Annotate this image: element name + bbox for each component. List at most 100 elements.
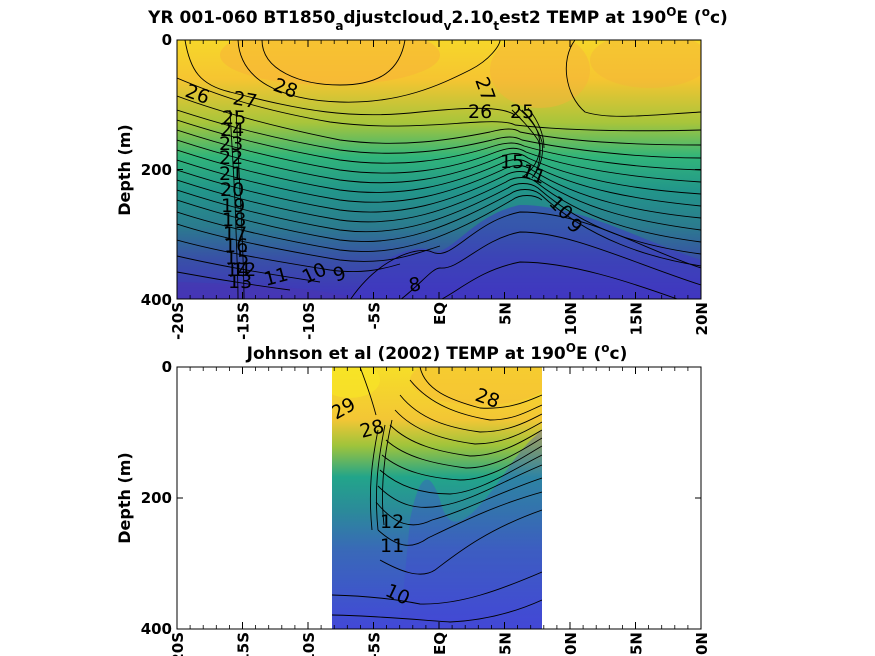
x-tick-label: 5N [497, 302, 515, 325]
bottom-contour [359, 367, 377, 416]
top-contour [177, 239, 401, 273]
top-x-major-ticks [176, 40, 702, 299]
contour-label: 22 [219, 147, 243, 169]
contour-label: 26 [468, 101, 492, 123]
top-contour [177, 149, 701, 207]
bottom-contour [389, 424, 542, 457]
top-cold-dome [350, 205, 701, 299]
x-tick-label: EQ [431, 302, 449, 325]
top-contour [177, 223, 441, 262]
x-tick-label: 5N [497, 632, 515, 655]
top-plot-area: 28 27 26 25 24 23 22 21 20 19 18 17 16 1… [177, 40, 701, 299]
contour-label: 8 [407, 273, 423, 297]
x-tick-label: -5S [366, 632, 384, 656]
top-contour [350, 211, 701, 299]
contour-label: 12 [232, 259, 256, 281]
bottom-contour [332, 599, 542, 623]
x-tick-label: 15N [628, 302, 646, 335]
top-contour [177, 129, 701, 183]
top-contour [229, 109, 239, 299]
top-contour [177, 271, 291, 291]
x-tick-label: 15N [628, 632, 646, 656]
bottom-contour [379, 454, 542, 495]
top-contour [177, 159, 701, 219]
bottom-contour [381, 419, 393, 526]
top-cold-bottom [177, 282, 357, 299]
top-contour [177, 109, 701, 159]
x-tick-label: 20N [693, 302, 711, 335]
top-contour-lines [177, 40, 701, 299]
bottom-contour [377, 464, 542, 508]
contour-label: 15 [500, 151, 524, 173]
bottom-x-major-ticks [176, 367, 702, 629]
x-tick-label: -15S [235, 302, 253, 340]
contour-label: 18 [222, 209, 246, 231]
bottom-contour [375, 424, 386, 531]
y-tick-label: 0 [162, 31, 172, 49]
contour-label: 13 [228, 271, 252, 293]
y-tick-label: 400 [141, 620, 172, 638]
top-contour [521, 109, 541, 177]
contour-label: 19 [221, 195, 245, 217]
top-contour [184, 40, 516, 116]
x-tick-label: 20N [693, 632, 711, 656]
y-tick-label: 200 [141, 489, 172, 507]
top-x-tick-labels: -20S -15S -10S -5S EQ 5N 10N 15N 20N [169, 302, 711, 340]
bottom-contour [375, 477, 542, 526]
contour-label: 20 [220, 179, 244, 201]
top-contour [235, 109, 245, 299]
top-contour [440, 261, 679, 299]
bottom-contour [377, 491, 542, 546]
contour-label: 11 [380, 535, 404, 557]
bottom-chart-title: Johnson et al (2002) TEMP at 190OE (oc) [246, 341, 628, 364]
contour-label: 25 [510, 101, 534, 123]
bottom-contour [332, 571, 542, 605]
top-contour [177, 189, 701, 267]
top-warm-core-north [490, 40, 590, 108]
bottom-y-ticks [177, 366, 701, 630]
top-contour [527, 107, 545, 149]
contour-label: 23 [219, 133, 243, 155]
top-contour [177, 119, 701, 171]
bottom-minor-ticks-path [189, 367, 689, 629]
bottom-contour [394, 409, 542, 445]
top-contour [177, 255, 321, 283]
bottom-contour [419, 367, 542, 409]
bottom-contour [379, 509, 542, 575]
top-contour [177, 169, 701, 231]
bottom-y-axis-label: Depth (m) [115, 452, 134, 544]
top-contour [177, 177, 701, 243]
top-contour [177, 77, 701, 132]
top-warm-core-east [590, 40, 701, 88]
top-y-ticks-path [177, 39, 701, 300]
x-tick-label: 10N [562, 632, 580, 656]
x-tick-label: -10S [300, 302, 318, 340]
contour-label: 24 [220, 119, 244, 141]
contour-label: 17 [223, 223, 247, 245]
top-y-axis-label: Depth (m) [115, 124, 134, 216]
x-tick-label: EQ [431, 632, 449, 655]
bottom-y-tick-labels: 0 200 400 [141, 358, 172, 638]
top-chart-title: YR 001-060 BT1850adjustcloudv2.10test2 T… [147, 5, 728, 33]
top-contour [177, 195, 543, 253]
top-contour [237, 40, 501, 103]
y-tick-label: 200 [141, 161, 172, 179]
top-y-tick-labels: 0 200 400 [141, 31, 172, 309]
bottom-contour [399, 394, 542, 433]
top-contour [400, 231, 701, 299]
x-tick-label: -20S [169, 632, 187, 656]
top-y-ticks [177, 39, 701, 300]
bottom-contour-lines [332, 367, 542, 623]
x-tick-label: -10S [300, 632, 318, 656]
top-contour [511, 109, 541, 176]
bottom-cold-trough [400, 430, 542, 629]
y-tick-label: 400 [141, 291, 172, 309]
top-x-minor-ticks [189, 40, 689, 299]
top-contour [177, 95, 701, 146]
bottom-colormap-field [332, 367, 542, 629]
bottom-contour [409, 379, 542, 421]
contour-label: 12 [380, 511, 404, 533]
contour-label: 21 [219, 163, 243, 185]
contour-label: 15 [225, 247, 249, 269]
